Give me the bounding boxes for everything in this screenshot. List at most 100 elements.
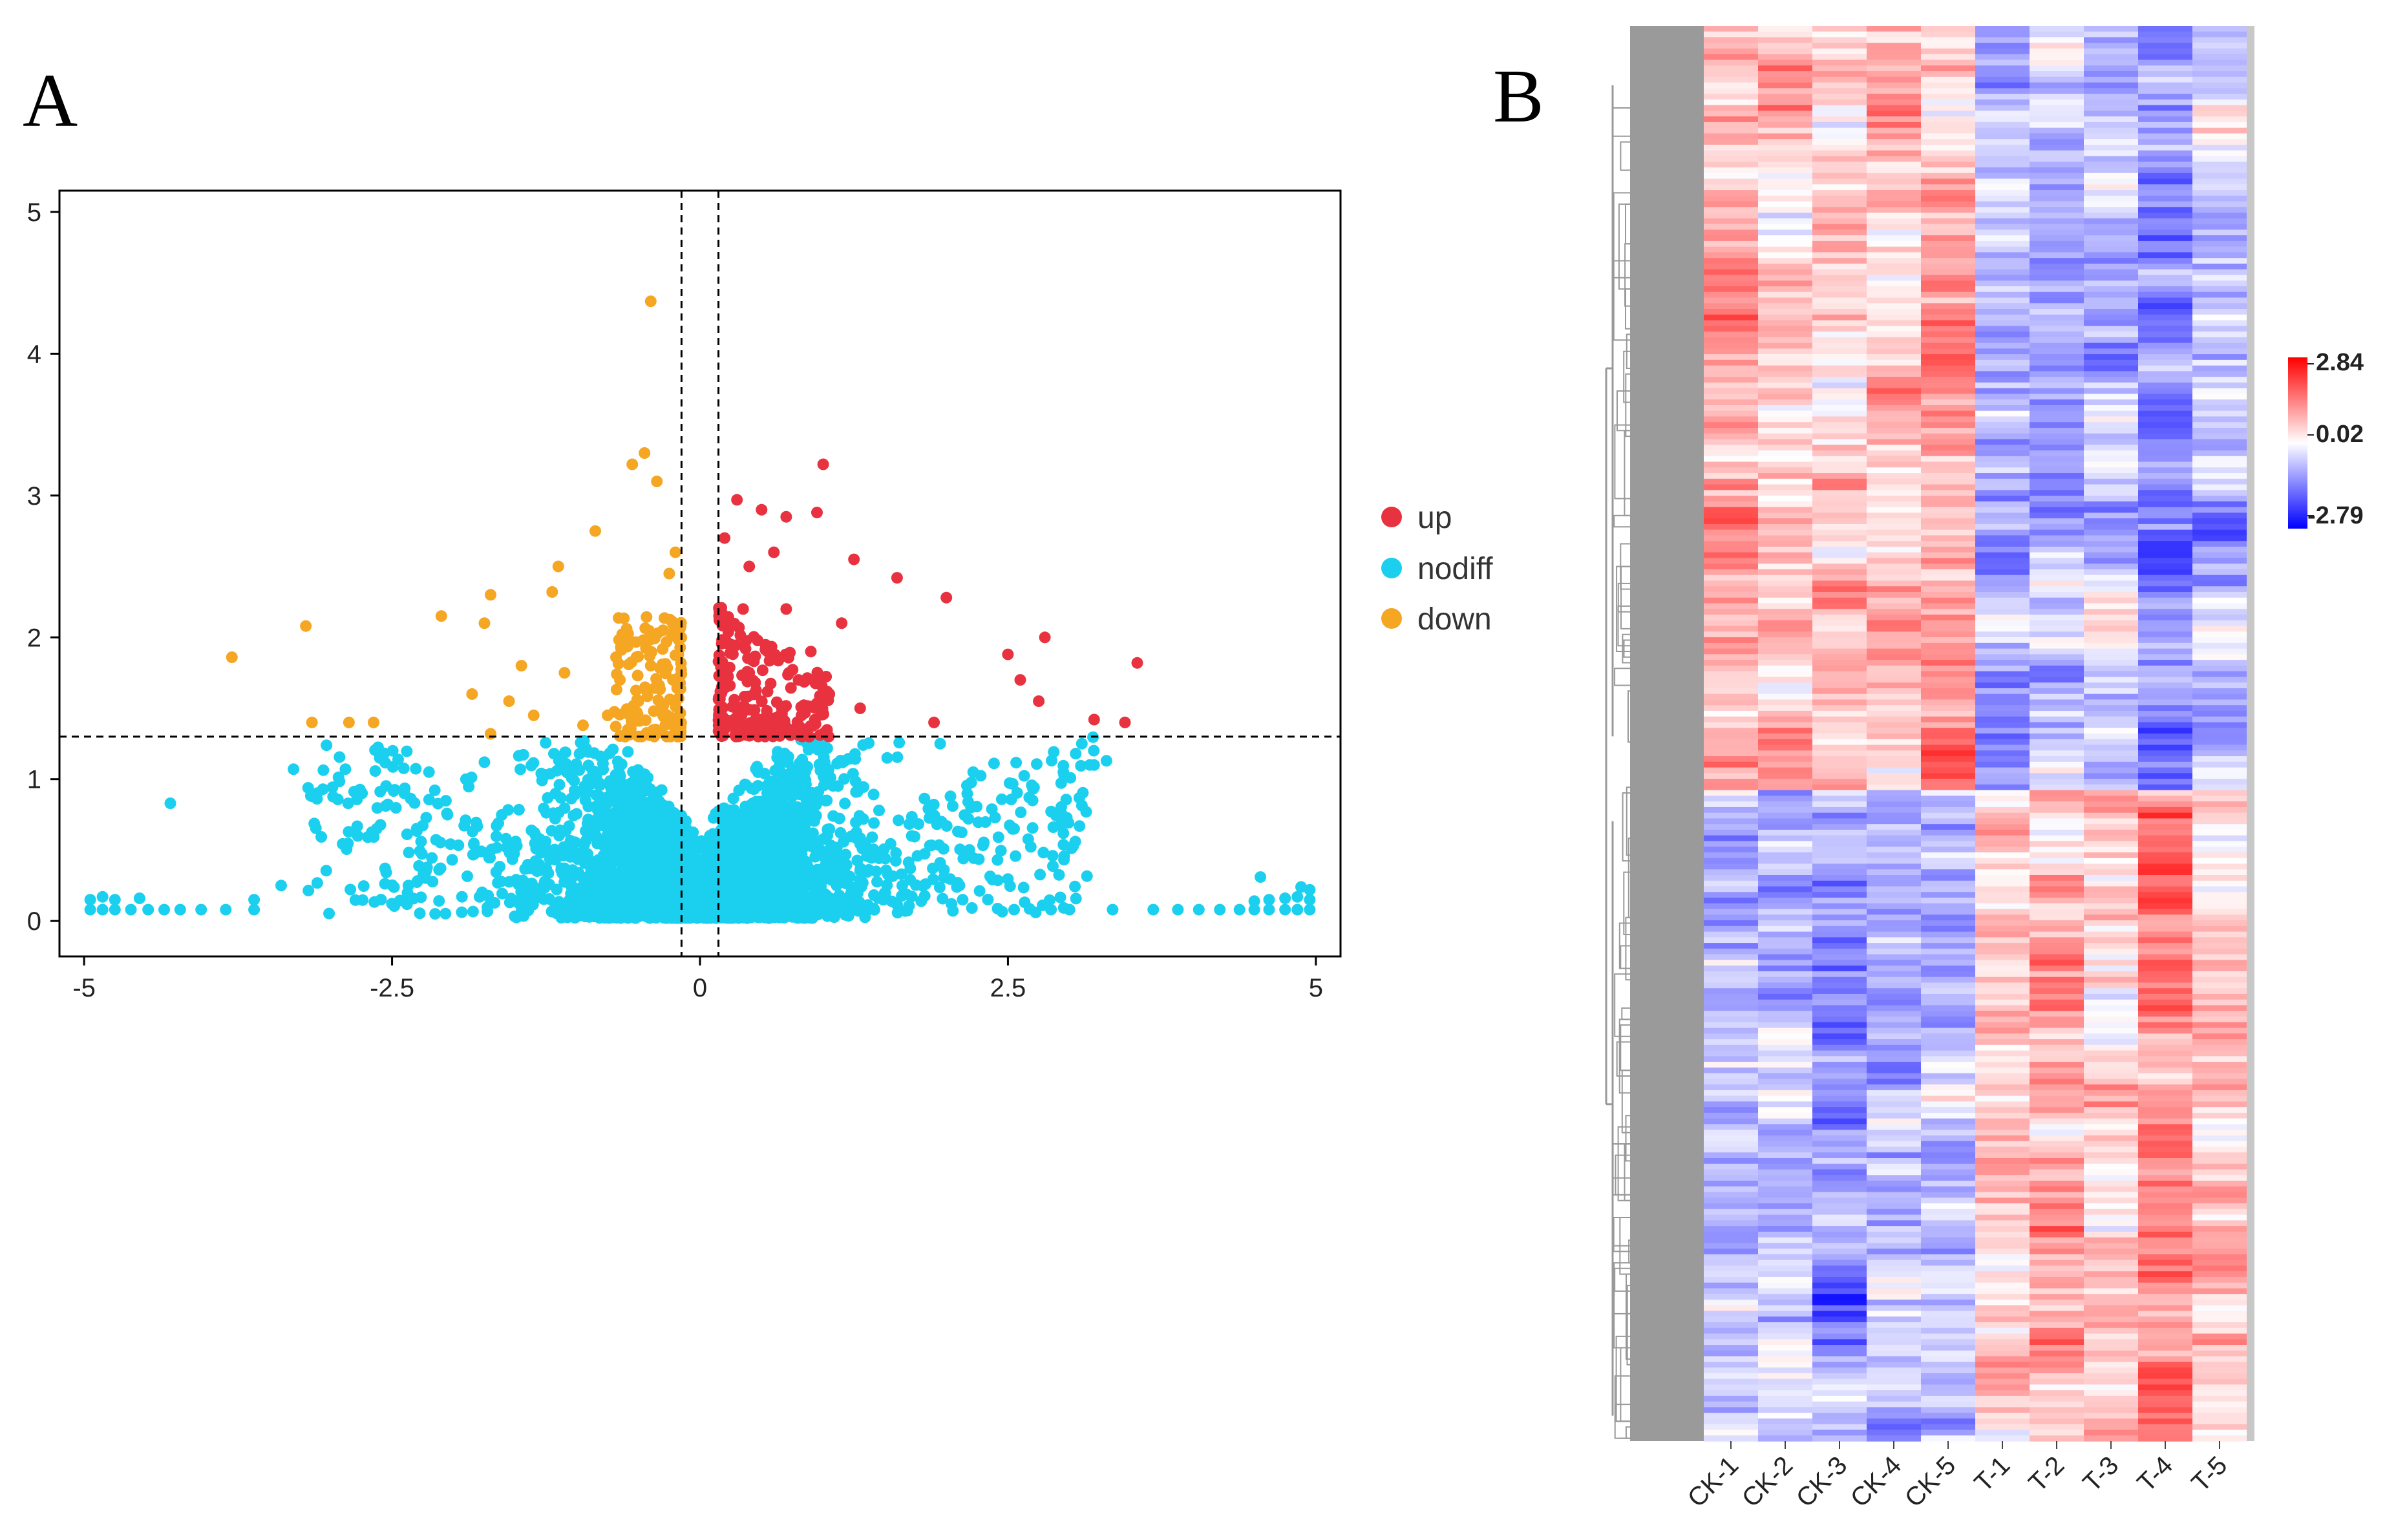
heatmap-cell (2192, 167, 2247, 174)
heatmap-cell (1812, 150, 1867, 157)
heatmap-cell (1867, 37, 1922, 43)
heatmap-cell (1921, 240, 1976, 248)
up-point (780, 603, 792, 615)
up-point (750, 684, 762, 696)
heatmap-cell (1921, 82, 1976, 89)
nodiff-point (420, 865, 432, 877)
heatmap-cell (2030, 82, 2084, 89)
nodiff-point (600, 815, 613, 827)
heatmap-cell (1867, 48, 1922, 55)
heatmap-cell (2030, 156, 2084, 162)
nodiff-point (933, 881, 946, 894)
heatmap-cell (2138, 201, 2193, 207)
nodiff-point (248, 894, 260, 906)
heatmap-cell (2084, 88, 2139, 94)
heatmap-cell (1704, 280, 1759, 287)
nodiff-point (851, 786, 864, 797)
heatmap-cell (1975, 207, 2030, 213)
heatmap-cell (2192, 48, 2247, 55)
heatmap-cell (1975, 167, 2030, 174)
heatmap-cell (2138, 59, 2193, 66)
nodiff-point (824, 772, 836, 784)
nodiff-point (668, 903, 681, 916)
heatmap-cell (1975, 213, 2030, 219)
heatmap-cell (2192, 252, 2247, 258)
heatmap-cell (1812, 348, 1867, 355)
heatmap-cell (2084, 190, 2139, 196)
heatmap-cell (1921, 359, 1976, 366)
heatmap-cell (1812, 359, 1867, 366)
heatmap-cell (1812, 258, 1867, 264)
up-point (836, 617, 848, 629)
nodiff-point (582, 746, 595, 758)
heatmap-cell (1812, 127, 1867, 134)
nodiff-point (248, 903, 260, 916)
nodiff-point (657, 885, 669, 897)
heatmap-cell (2138, 76, 2193, 83)
nodiff-point (769, 910, 781, 922)
heatmap-cell (2084, 320, 2139, 326)
heatmap-cell (1758, 252, 1813, 258)
nodiff-point (1004, 880, 1016, 892)
down-point (630, 684, 642, 697)
nodiff-point (220, 903, 232, 916)
nodiff-point (387, 744, 399, 757)
heatmap-cell (1975, 280, 2030, 287)
heatmap-cell (1812, 184, 1867, 191)
nodiff-point (96, 903, 109, 916)
down-point (640, 642, 652, 654)
nodiff-point (1279, 903, 1291, 916)
heatmap-cell (2030, 26, 2084, 32)
heatmap-cell (1867, 184, 1922, 191)
heatmap-cell (1812, 309, 1867, 315)
nodiff-point (742, 886, 754, 898)
heatmap-cell (2192, 280, 2247, 287)
nodiff-point (426, 852, 438, 864)
heatmap-cell (1867, 337, 1922, 344)
nodiff-point (555, 862, 567, 874)
up-point (811, 507, 823, 519)
heatmap-cell (1867, 167, 1922, 174)
heatmap-cell (1758, 26, 1813, 32)
nodiff-point (991, 874, 1004, 887)
nodiff-point (940, 820, 953, 832)
nodiff-point (893, 814, 905, 827)
heatmap-cell (2030, 150, 2084, 157)
nodiff-point (646, 823, 659, 835)
heatmap-cell (2084, 116, 2139, 123)
nodiff-point (456, 906, 468, 918)
y-tick-label: 3 (27, 482, 41, 511)
heatmap-cell (2192, 343, 2247, 349)
down-point (657, 643, 669, 655)
heatmap-cell (1704, 116, 1759, 123)
heatmap-cell (1758, 354, 1813, 361)
heatmap-cell (1758, 201, 1813, 207)
heatmap-cell (2138, 303, 2193, 310)
up-point (817, 458, 829, 470)
heatmap-cell (1921, 354, 1976, 361)
nodiff-point (589, 814, 602, 827)
up-point (756, 695, 768, 708)
up-point (722, 626, 734, 638)
heatmap-cell (2030, 275, 2084, 281)
nodiff-point (937, 892, 949, 905)
heatmap-cell (2030, 314, 2084, 321)
heatmap-cell (1758, 309, 1813, 315)
heatmap-cell (2138, 275, 2193, 281)
heatmap-cell (2192, 269, 2247, 276)
heatmap-cell (1704, 213, 1759, 219)
heatmap-cell (2084, 178, 2139, 185)
nodiff-point (955, 827, 968, 839)
nodiff-point (323, 907, 335, 920)
nodiff-point (847, 768, 859, 780)
nodiff-point (142, 903, 154, 916)
heatmap-cell (2138, 286, 2193, 293)
heatmap-cell (2084, 240, 2139, 248)
nodiff-point (1107, 903, 1119, 916)
heatmap-cell (1975, 303, 2030, 310)
heatmap-cell (1812, 116, 1867, 123)
heatmap-cell (1758, 269, 1813, 276)
nodiff-point (542, 867, 555, 880)
down-point (668, 629, 680, 642)
heatmap-cell (1758, 224, 1813, 230)
